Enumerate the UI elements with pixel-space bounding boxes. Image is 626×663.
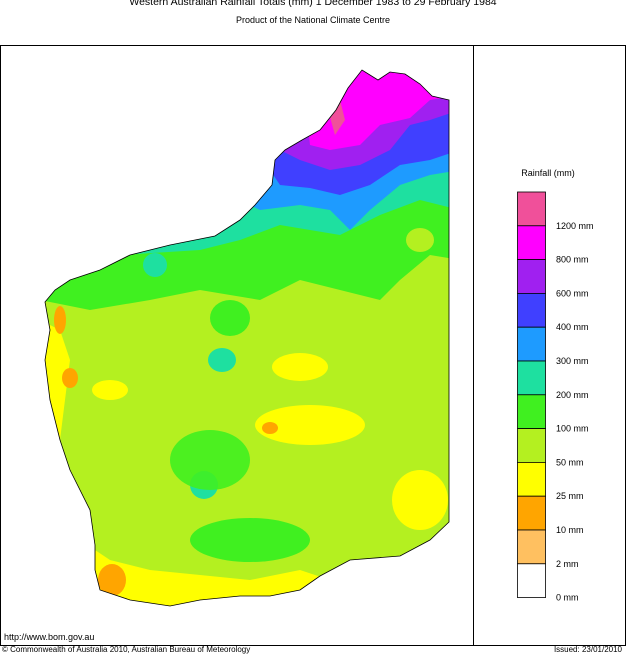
legend-swatch [517, 292, 546, 328]
legend-swatch [517, 461, 546, 497]
legend-label: 50 mm [556, 457, 584, 467]
footer-copyright: © Commonwealth of Australia 2010, Austra… [2, 645, 250, 654]
legend-label: 25 mm [556, 491, 584, 501]
legend-swatch [517, 326, 546, 362]
legend-label: 2 mm [556, 559, 579, 569]
subtitle: Product of the National Climate Centre [236, 15, 390, 25]
legend-swatch [517, 495, 546, 531]
legend-swatch [517, 394, 546, 429]
legend-label: 200 mm [556, 390, 589, 400]
legend-label: 300 mm [556, 356, 589, 366]
legend-label: 800 mm [556, 255, 589, 265]
legend: 1200 mm 800 mm 600 mm 400 mm 300 mm 200 mm 100… [517, 191, 594, 603]
legend-swatch [517, 428, 546, 463]
legend-swatch [517, 529, 546, 565]
legend-label: 400 mm [556, 322, 589, 332]
legend-label: 0 mm [556, 593, 579, 603]
legend-label: 1200 mm [556, 221, 594, 231]
footer-issued: Issued: 23/01/2010 [554, 645, 623, 654]
title: Western Australian Rainfall Totals (mm) … [129, 0, 496, 8]
legend-label: 10 mm [556, 525, 584, 535]
legend-swatch [517, 360, 546, 396]
legend-swatch [517, 259, 546, 294]
legend-title: Rainfall (mm) [521, 168, 575, 178]
footer-url: http://www.bom.gov.au [4, 632, 94, 642]
rainfall-map [45, 70, 449, 606]
legend-label: 100 mm [556, 424, 589, 434]
legend-swatch [517, 191, 546, 227]
legend-swatch [517, 225, 546, 261]
legend-swatch [517, 563, 546, 598]
legend-label: 600 mm [556, 288, 589, 298]
